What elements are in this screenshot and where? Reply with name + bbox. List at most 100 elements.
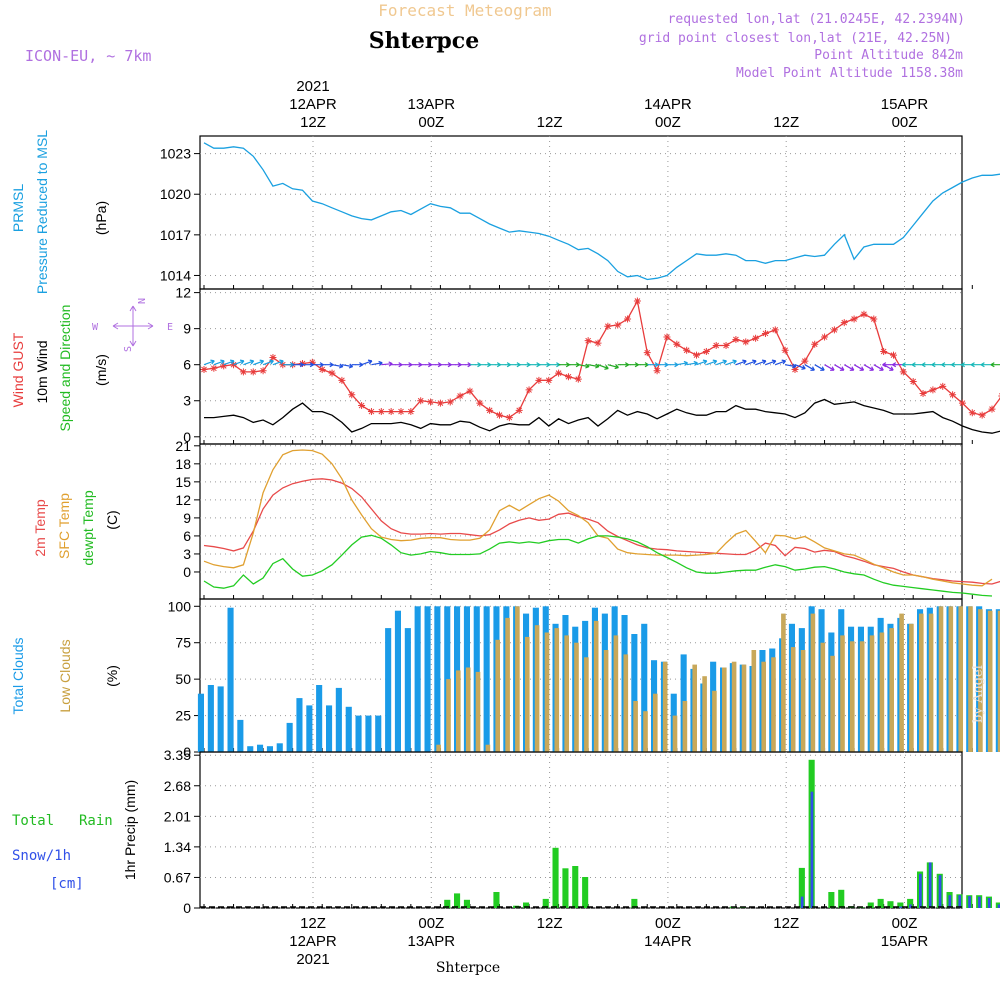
- wind-arrow: [213, 359, 225, 366]
- gust-point: [407, 408, 415, 416]
- total-cloud-bar: [217, 686, 224, 752]
- gust-point: [505, 414, 513, 422]
- gust-point: [545, 376, 553, 384]
- total-cloud-bar: [296, 698, 303, 752]
- gust-point: [249, 368, 257, 376]
- wind-arrow: [617, 362, 630, 368]
- rain-bar: [463, 899, 470, 908]
- rain-bar: [867, 902, 874, 908]
- y-tick-label: 0: [183, 744, 191, 760]
- gust-point: [377, 408, 385, 416]
- gust-point: [259, 367, 267, 375]
- wind-arrow: [696, 359, 708, 366]
- rain-bar: [542, 898, 549, 908]
- wind-arrow: [578, 363, 590, 369]
- wind-arrow: [401, 362, 413, 368]
- wind-arrow: [901, 362, 914, 368]
- low-cloud-bar: [800, 650, 806, 752]
- wind-arrow: [843, 364, 855, 371]
- wind-arrow: [607, 364, 619, 370]
- wind-arrow: [568, 362, 580, 368]
- wind-arrow: [203, 359, 215, 366]
- gust-point: [269, 353, 277, 361]
- low-cloud-bar: [692, 664, 697, 752]
- top-time-label: 12Z: [773, 114, 799, 131]
- wind-arrow: [548, 362, 561, 368]
- wind-arrow: [824, 364, 835, 371]
- gust-point: [594, 339, 602, 347]
- low-cloud-bar: [593, 620, 599, 752]
- gust-point: [791, 366, 799, 374]
- low-cloud-bar: [534, 625, 540, 752]
- rain-bar: [493, 892, 500, 908]
- wind-arrow: [499, 362, 511, 368]
- wind-arrow: [627, 362, 639, 368]
- gust-point: [752, 334, 760, 342]
- y-tick-label: 1020: [160, 186, 191, 202]
- low-cloud-bar: [731, 661, 737, 752]
- total-cloud-bar: [306, 705, 313, 752]
- gust-point: [673, 340, 681, 348]
- snow-bar: [928, 862, 932, 908]
- gust-point: [436, 399, 444, 407]
- wind-arrow: [883, 364, 894, 371]
- low-cloud-bar: [919, 613, 924, 752]
- wind-arrow: [735, 359, 747, 366]
- low-cloud-bar: [574, 642, 579, 752]
- total-cloud-bar: [631, 634, 638, 752]
- gust-point: [880, 347, 888, 355]
- y-tick-label: 75: [175, 635, 191, 651]
- rain-bar: [897, 902, 904, 908]
- wind-arrow: [253, 359, 265, 366]
- low-cloud-bar: [840, 635, 845, 752]
- requested-coords: requested lon,lat (21.0245E, 42.2394N): [668, 12, 965, 27]
- model-altitude: Model Point Altitude 1158.38m: [736, 66, 963, 81]
- rain-bar: [877, 898, 884, 908]
- wind-arrow: [667, 362, 679, 368]
- wind-arrow: [587, 363, 600, 369]
- celsius-unit-label: (C): [104, 510, 120, 529]
- low-cloud-bar: [525, 636, 530, 752]
- y-tick-label: 1014: [160, 267, 191, 283]
- total-cloud-bar: [345, 706, 352, 752]
- wind-arrow: [410, 362, 423, 368]
- snow-bar: [800, 896, 804, 908]
- low-cloud-bar: [446, 679, 451, 752]
- low-cloud-bar: [830, 655, 835, 752]
- y-tick-label: 9: [183, 321, 191, 337]
- bottom-time-label: 14APR: [644, 933, 692, 950]
- snow-bar: [978, 896, 981, 908]
- total-cloud-bar: [227, 607, 234, 752]
- compass-e: E: [167, 322, 173, 333]
- low-cloud-bar: [662, 661, 668, 752]
- low-cloud-bar: [909, 623, 914, 752]
- wind-gust-label: Wind GUST: [10, 332, 26, 407]
- series-line-10m-wind: [204, 398, 1000, 434]
- gust-point: [387, 408, 395, 416]
- low-cloud-bar: [584, 657, 589, 752]
- low-cloud-bar: [623, 654, 629, 752]
- wind-arrow: [892, 362, 904, 368]
- bottom-time-label: 12Z: [773, 915, 799, 932]
- rain-bar: [523, 902, 530, 908]
- grid-point-coords: grid point closest lon,lat (21E, 42.25N): [639, 31, 952, 46]
- gust-point: [367, 408, 375, 416]
- wind-arrow: [440, 362, 452, 368]
- gust-point: [702, 347, 710, 355]
- y-tick-label: 6: [183, 528, 191, 544]
- low-cloud-bar: [859, 641, 865, 752]
- footer-location: Shterpce: [436, 960, 500, 976]
- snow-bar: [919, 873, 922, 908]
- snow-label: Snow/1h: [12, 848, 71, 864]
- total-cloud-bar: [247, 746, 254, 752]
- top-time-label: 12APR: [289, 96, 337, 113]
- low-cloud-bar: [850, 641, 855, 752]
- gust-point: [318, 366, 326, 374]
- low-clouds-label: Low Clouds: [57, 639, 73, 712]
- low-cloud-bar: [810, 613, 816, 752]
- low-cloud-bar: [564, 635, 569, 752]
- gust-point: [564, 373, 572, 381]
- y-tick-label: 2.68: [164, 778, 191, 794]
- low-cloud-bar: [958, 606, 963, 752]
